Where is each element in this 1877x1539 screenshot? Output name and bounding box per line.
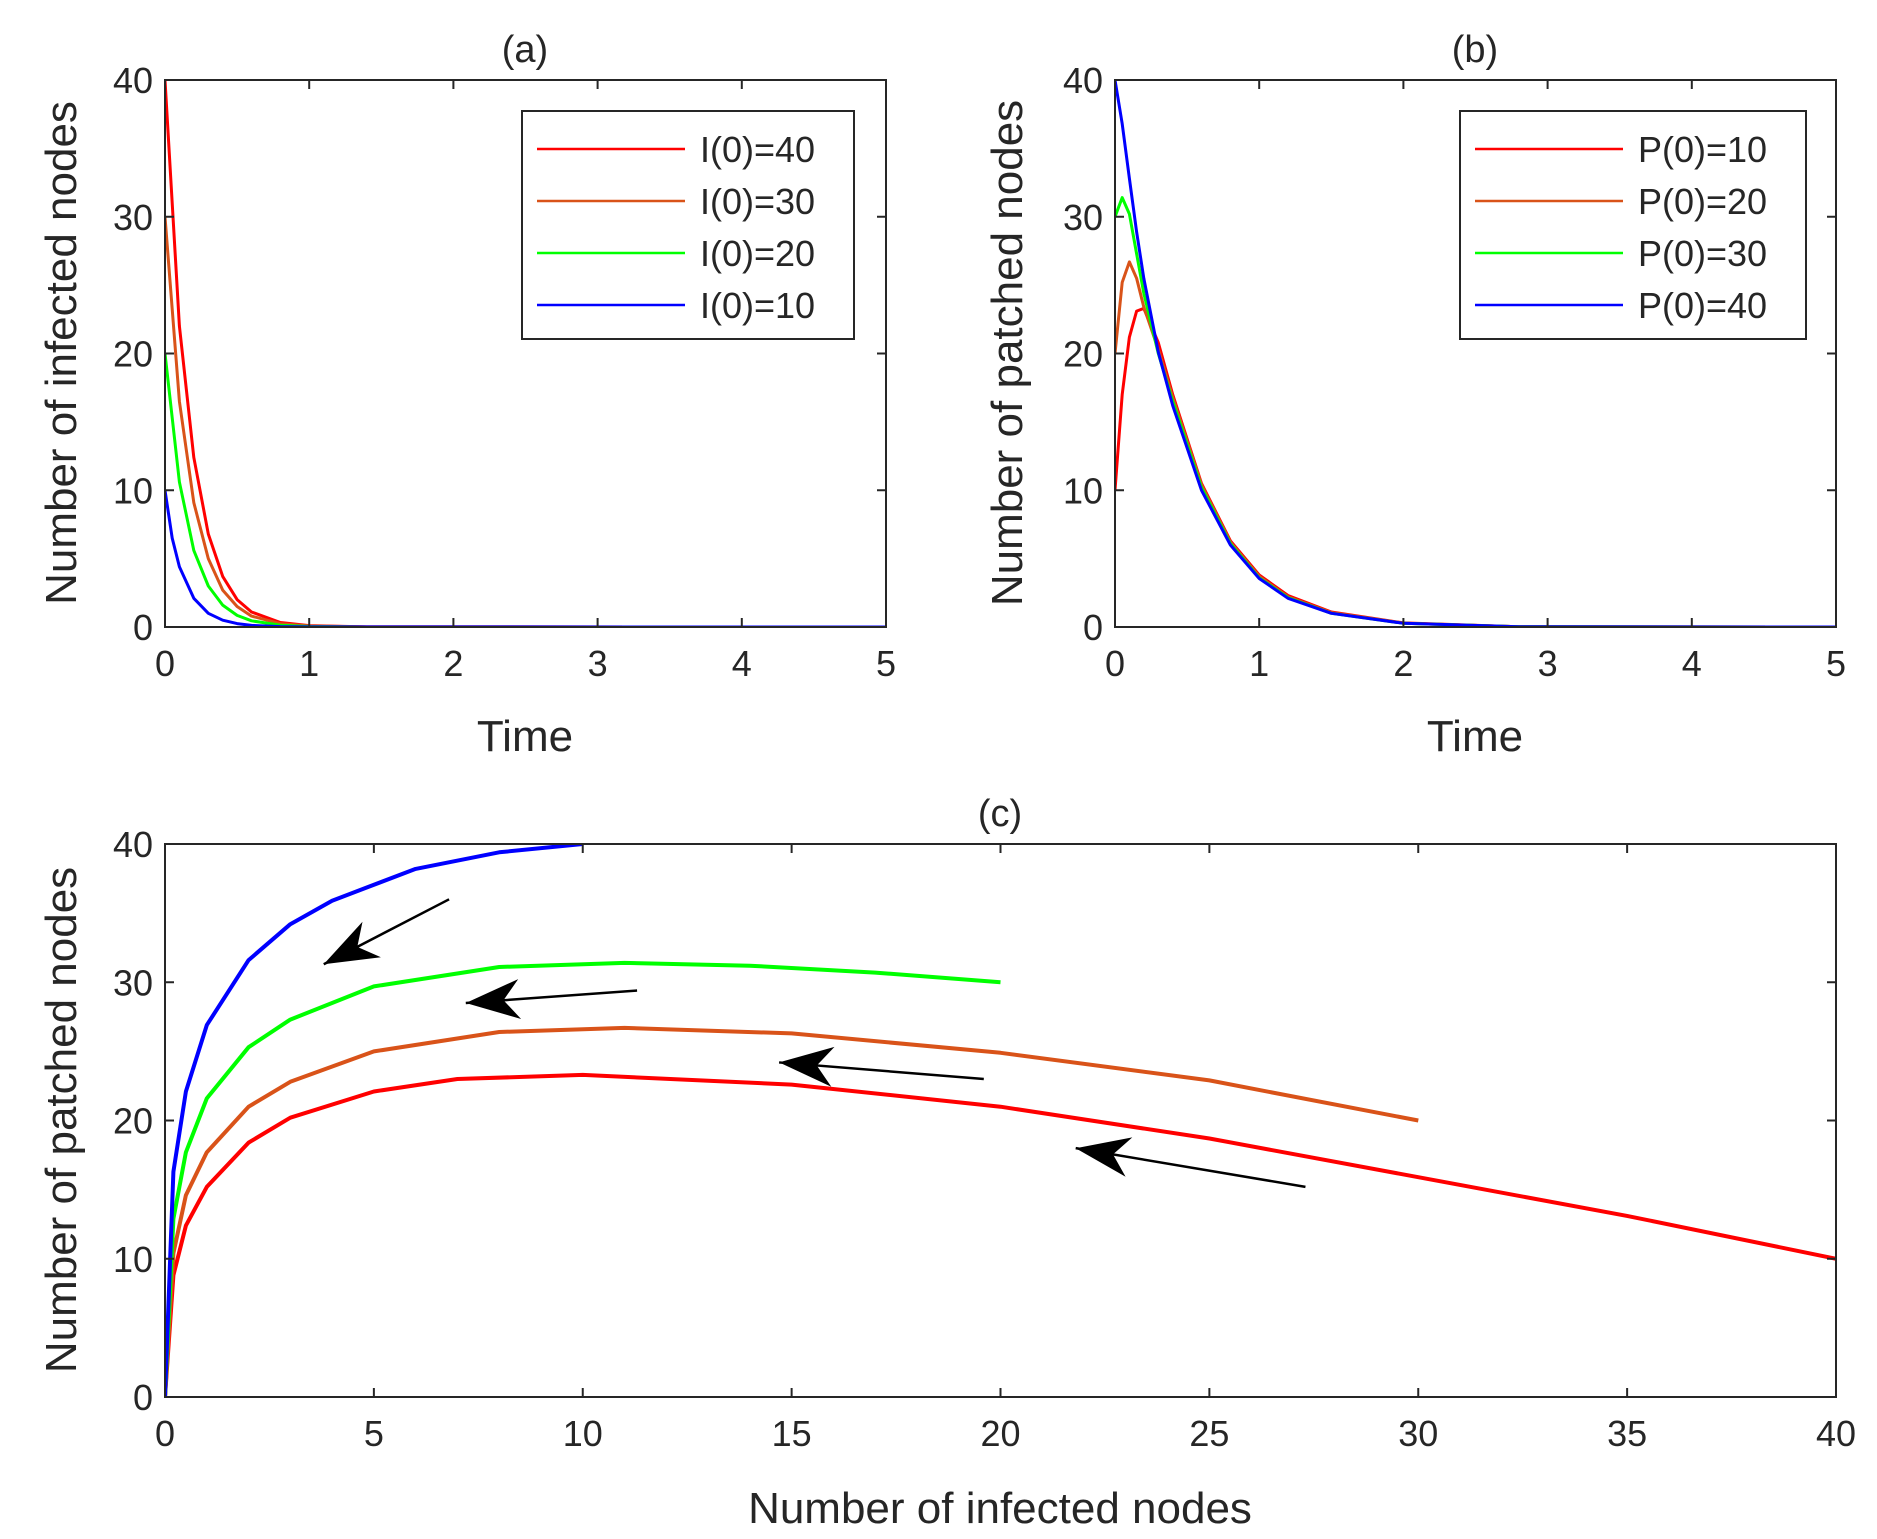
x-tick-label: 0 [155, 643, 175, 684]
arrow-head [1075, 1137, 1133, 1177]
y-tick-label: 0 [1083, 607, 1103, 648]
x-tick-label: 1 [1249, 643, 1269, 684]
legend-label: P(0)=40 [1638, 285, 1767, 326]
y-tick-label: 20 [113, 1101, 153, 1142]
panel-a-legend: I(0)=40 I(0)=30 I(0)=20 I(0)=10 [521, 110, 855, 340]
x-tick-label: 4 [1682, 643, 1702, 684]
panel-c-title: (c) [978, 793, 1022, 835]
x-tick-label: 15 [772, 1413, 812, 1454]
x-tick-label: 1 [299, 643, 319, 684]
arrow-head [779, 1046, 835, 1087]
panel-a-title: (a) [502, 29, 548, 71]
y-tick-label: 0 [133, 607, 153, 648]
series-line [165, 1025, 1419, 1397]
y-tick-label: 30 [113, 962, 153, 1003]
legend-label: P(0)=30 [1638, 233, 1767, 274]
y-tick-label: 40 [113, 824, 153, 865]
y-tick-label: 40 [1063, 60, 1103, 101]
x-tick-label: 30 [1398, 1413, 1438, 1454]
axes-box [164, 843, 1837, 1398]
x-tick-label: 5 [1826, 643, 1846, 684]
legend-label: P(0)=20 [1638, 181, 1767, 222]
legend-label: P(0)=10 [1638, 129, 1767, 170]
x-tick-label: 20 [980, 1413, 1020, 1454]
panel-b-title: (b) [1452, 29, 1498, 71]
y-tick-label: 10 [113, 1239, 153, 1280]
x-tick-label: 3 [1538, 643, 1558, 684]
y-tick-label: 10 [113, 470, 153, 511]
panel-b: (b) Time Number of patched nodes 0 1 2 3 4 50… [983, 29, 1846, 761]
panel-b-ylabel: Number of patched nodes [983, 100, 1032, 606]
legend-label: I(0)=40 [700, 129, 815, 170]
legend-label: I(0)=20 [700, 233, 815, 274]
y-tick-label: 30 [1063, 197, 1103, 238]
series-line [165, 1072, 1836, 1397]
x-tick-label: 2 [1393, 643, 1413, 684]
y-tick-label: 30 [113, 197, 153, 238]
y-tick-label: 10 [1063, 470, 1103, 511]
series-line [165, 844, 583, 1397]
series-line [165, 490, 886, 627]
x-tick-label: 5 [876, 643, 896, 684]
x-tick-label: 25 [1189, 1413, 1229, 1454]
panel-c-plot: 0 5 10 15 20 25 30 35 40 0 10 20 30 40 [113, 824, 1856, 1454]
series-line [165, 353, 886, 627]
y-tick-label: 0 [133, 1377, 153, 1418]
panel-a-plot: 0 1 2 3 4 5 0 10 20 30 40 [113, 60, 896, 684]
y-tick-label: 20 [113, 334, 153, 375]
legend-label: I(0)=30 [700, 181, 815, 222]
series-line [165, 960, 1001, 1397]
x-tick-label: 10 [563, 1413, 603, 1454]
panel-a-ylabel: Number of infected nodes [37, 101, 86, 605]
x-tick-label: 4 [732, 643, 752, 684]
x-tick-label: 0 [1105, 643, 1125, 684]
panel-b-legend: P(0)=10 P(0)=20 P(0)=30 P(0)=40 [1459, 110, 1807, 340]
panel-c-xlabel: Number of infected nodes [748, 1484, 1252, 1533]
x-tick-label: 40 [1816, 1413, 1856, 1454]
x-tick-label: 5 [364, 1413, 384, 1454]
panel-b-plot: 0 1 2 3 4 5 0 10 20 30 40 [1063, 60, 1846, 684]
x-tick-label: 3 [588, 643, 608, 684]
y-tick-label: 40 [113, 60, 153, 101]
arrow-head [323, 921, 381, 965]
panel-a: (a) Time Number of infected nodes 0 1 2 3 4 5… [37, 29, 896, 761]
arrow-head [465, 979, 522, 1019]
panel-c: (c) Number of infected nodes Number of p… [37, 793, 1856, 1533]
y-tick-label: 20 [1063, 334, 1103, 375]
series-line [1115, 80, 1836, 627]
panel-b-xlabel: Time [1427, 712, 1523, 761]
arrow-shaft [1075, 1146, 1306, 1189]
panel-a-xlabel: Time [477, 712, 573, 761]
x-tick-label: 2 [443, 643, 463, 684]
panel-c-ylabel: Number of patched nodes [37, 867, 86, 1373]
x-tick-label: 0 [155, 1413, 175, 1454]
x-tick-label: 35 [1607, 1413, 1647, 1454]
series-line [1115, 306, 1836, 627]
legend-label: I(0)=10 [700, 285, 815, 326]
